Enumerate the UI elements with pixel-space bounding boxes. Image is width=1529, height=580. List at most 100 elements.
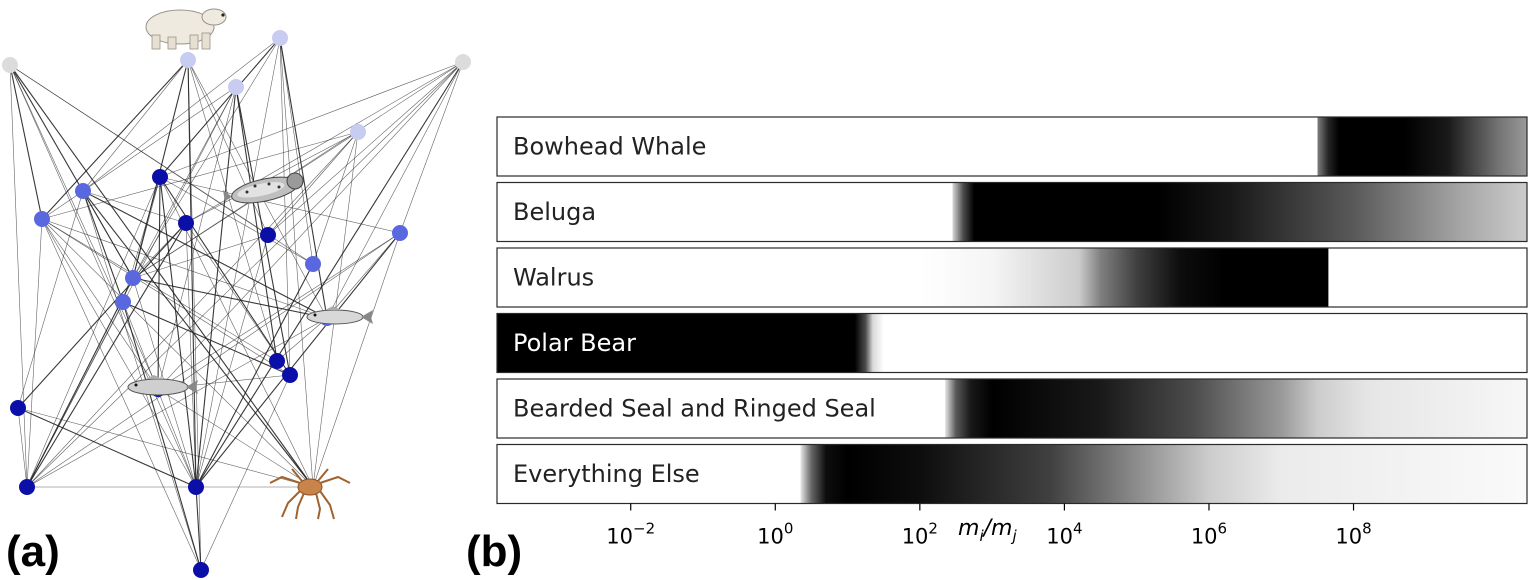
chart-row: Everything Else <box>496 443 1528 505</box>
seal-icon <box>223 172 304 204</box>
network-edge <box>195 234 269 488</box>
network-edge <box>26 222 187 488</box>
network-edge <box>279 37 328 319</box>
network-edge <box>399 61 464 234</box>
network-edge <box>9 64 28 488</box>
row-gradient-bar <box>496 443 1528 505</box>
network-edge <box>132 37 281 279</box>
network-edge <box>195 86 237 488</box>
network-node <box>19 479 35 495</box>
x-tick-label: 106 <box>1191 520 1227 549</box>
network-edge <box>82 190 314 488</box>
network-edge <box>187 59 197 488</box>
network-edge <box>157 61 464 390</box>
network-node <box>125 270 141 286</box>
chart-row: Polar Bear <box>496 312 1528 374</box>
network-edge <box>82 37 281 192</box>
network-edge <box>26 232 401 488</box>
network-node <box>350 124 366 140</box>
row-label: Walrus <box>513 264 594 292</box>
network-edge <box>41 59 189 220</box>
network-edge <box>235 86 278 362</box>
network-edge <box>41 86 237 220</box>
network-edge <box>41 218 291 376</box>
network-edge <box>26 131 359 488</box>
network-edge <box>185 222 197 488</box>
network-edge <box>26 301 124 488</box>
network-node <box>392 225 408 241</box>
network-edge <box>279 37 291 376</box>
chart-row: Walrus <box>496 247 1528 308</box>
polar-bear-icon <box>145 8 227 50</box>
network-edge <box>122 301 291 376</box>
row-label: Bowhead Whale <box>513 133 706 161</box>
row-gradient-bar <box>496 116 1528 177</box>
network-edge <box>132 277 328 319</box>
network-edges <box>9 37 464 571</box>
row-gradient-bar <box>496 312 1528 374</box>
network-edge <box>159 176 197 488</box>
network-edge <box>17 190 84 409</box>
network-node <box>260 227 276 243</box>
network-edge <box>312 131 359 265</box>
chart-row: Beluga <box>496 181 1528 243</box>
network-edge <box>279 37 314 265</box>
network-node <box>193 562 209 578</box>
row-gradient-bar <box>496 378 1528 439</box>
row-gradient-bar <box>496 247 1528 308</box>
network-edge <box>195 263 314 488</box>
network-node <box>305 256 321 272</box>
network-edge <box>9 64 159 390</box>
network-edge <box>26 317 328 488</box>
network-edge <box>200 374 291 571</box>
row-gradient-bar <box>496 181 1528 243</box>
x-tick-label: 108 <box>1335 520 1371 549</box>
x-tick-label: 10−2 <box>606 520 655 549</box>
network-node <box>269 353 285 369</box>
network-node <box>228 79 244 95</box>
network-node <box>75 183 91 199</box>
network-edge <box>157 232 401 390</box>
network-edge <box>185 222 291 376</box>
network-edge <box>157 86 237 390</box>
network-edge <box>159 176 401 234</box>
network-edge <box>17 407 314 488</box>
network-edge <box>195 486 202 571</box>
network-edge <box>41 218 197 488</box>
network-edge <box>132 131 359 279</box>
network-edge <box>17 222 187 409</box>
network-edge <box>267 131 359 236</box>
fish-icon <box>306 306 373 325</box>
network-edge <box>195 37 281 488</box>
network-edge <box>82 190 328 319</box>
network-edge <box>312 232 401 488</box>
network-edge <box>82 190 187 224</box>
network-edge <box>122 301 202 571</box>
network-node <box>2 57 18 73</box>
network-edge <box>132 59 189 279</box>
network-edge <box>9 64 197 488</box>
row-label: Beluga <box>513 198 596 226</box>
network-edge <box>82 190 124 303</box>
network-edge <box>26 218 43 488</box>
network-edge <box>9 64 314 488</box>
network-edge <box>159 61 464 178</box>
crab-icon <box>269 468 351 520</box>
network-node <box>115 294 131 310</box>
x-tick-label: 104 <box>1046 520 1082 549</box>
network-edge <box>41 131 359 220</box>
food-web-network: (a) <box>2 8 471 578</box>
chart-rows: Bowhead Whale Beluga Walrus Polar Bear Beard… <box>496 116 1528 505</box>
network-edge <box>41 218 159 390</box>
network-edge <box>41 218 328 319</box>
network-edge <box>187 59 278 362</box>
row-label: Everything Else <box>513 460 700 488</box>
network-edge <box>195 232 401 488</box>
network-node <box>152 169 168 185</box>
network-edge <box>9 64 43 220</box>
network-node <box>34 211 50 227</box>
network-edge <box>326 232 401 319</box>
network-edge <box>267 61 464 236</box>
network-nodes <box>2 30 471 578</box>
